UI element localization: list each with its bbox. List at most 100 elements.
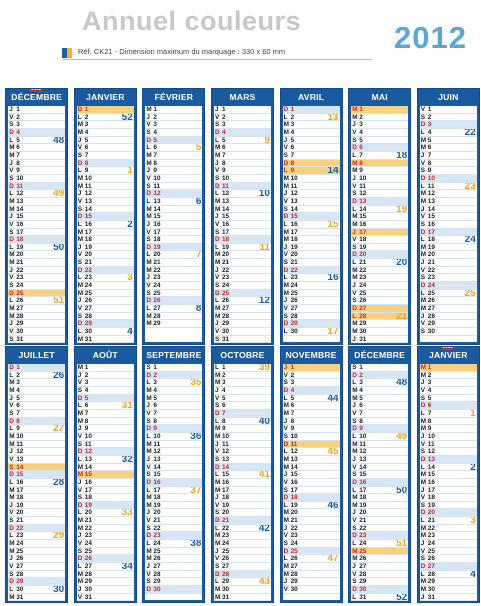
day-row: L 20 33: [76, 509, 134, 518]
day-row: V 11: [419, 441, 477, 449]
weekday-letter: D: [215, 463, 220, 471]
day-number: 15: [153, 213, 161, 221]
brand-logo-icon: [62, 48, 72, 58]
weekday-letter: L: [77, 402, 82, 410]
weekday-letter: M: [420, 144, 427, 152]
weekday-letter: M: [352, 494, 358, 502]
weekday-letter: S: [352, 364, 357, 371]
day-number: 20: [222, 251, 230, 259]
day-number: 1: [16, 364, 20, 371]
weekday-letter: D: [215, 409, 220, 417]
day-number: 31: [84, 593, 92, 601]
weekday-letter: M: [146, 501, 152, 509]
day-row: S 12: [351, 190, 409, 198]
weekday-letter: S: [146, 364, 151, 371]
day-row: S 29: [145, 578, 203, 587]
day-row: D 25: [282, 547, 340, 556]
weekday-letter: L: [146, 305, 151, 313]
day-number: 24: [16, 282, 24, 290]
day-row: M 21: [76, 517, 134, 525]
day-number: 14: [84, 205, 92, 213]
weekday-letter: D: [215, 236, 220, 244]
day-row: V 30: [214, 328, 271, 336]
week-number: 1: [127, 167, 133, 175]
day-number: 10: [359, 432, 367, 440]
day-row: D 10: [419, 174, 477, 183]
day-row: L 19 46: [282, 502, 340, 510]
weekday-letter: M: [215, 312, 221, 320]
day-number: 21: [290, 517, 298, 525]
weekday-letter: J: [283, 297, 288, 305]
day-row: M 14: [214, 206, 271, 214]
day-number: 17: [290, 228, 298, 236]
weekday-letter: V: [352, 236, 357, 244]
day-row: V 21: [351, 517, 409, 525]
weekday-letter: L: [352, 312, 357, 320]
weekday-letter: S: [283, 151, 288, 159]
week-number: 8: [195, 305, 202, 313]
day-number: 30: [427, 586, 435, 594]
day-number: 31: [222, 593, 230, 601]
day-row: L 28 21: [351, 312, 409, 321]
day-row: S 22: [145, 525, 203, 533]
week-number: 43: [258, 578, 270, 587]
day-row: M 16: [419, 479, 477, 487]
weekday-letter: M: [215, 425, 221, 433]
day-row: V 14: [351, 464, 409, 472]
day-number: 30: [16, 586, 24, 594]
day-number: 13: [359, 197, 367, 205]
day-row: M 15: [351, 213, 409, 221]
weekday-letter: M: [146, 205, 152, 213]
day-row: V 19: [214, 502, 271, 510]
day-number: 25: [427, 289, 435, 297]
day-row: S 10: [282, 433, 340, 441]
weekday-letter: D: [77, 448, 83, 456]
day-row: S 24: [8, 282, 66, 290]
day-row: L 19 11: [214, 244, 271, 252]
week-number: 2: [127, 220, 133, 229]
day-row: M 17: [282, 228, 340, 237]
day-row: M 24: [8, 540, 66, 548]
week-number: 37: [190, 486, 202, 495]
day-number: 7: [16, 151, 20, 159]
weekday-letter: V: [420, 494, 426, 502]
weekday-letter: J: [420, 593, 425, 601]
day-row: M 23: [351, 274, 409, 283]
week-number: 14: [327, 167, 339, 175]
day-row: M 21: [282, 517, 340, 525]
week-number: 33: [121, 509, 133, 518]
day-row: L 26 51: [8, 297, 66, 306]
weekday-letter: S: [9, 174, 14, 182]
day-row: L 17 50: [351, 487, 409, 495]
day-number: 5: [222, 394, 226, 402]
weekday-letter: M: [352, 448, 358, 456]
weekday-letter: J: [9, 501, 13, 509]
day-number: 19: [222, 243, 230, 251]
day-row: J 11: [214, 441, 271, 449]
day-row: D 18: [282, 494, 340, 502]
weekday-letter: S: [77, 547, 83, 555]
day-row: J 12: [8, 448, 66, 456]
day-number: 21: [16, 517, 24, 525]
day-number: 7: [153, 151, 157, 159]
day-number: 28: [427, 570, 435, 578]
day-number: 1: [84, 364, 89, 371]
day-number: 9: [427, 425, 432, 433]
weekday-letter: D: [215, 570, 220, 578]
month-name: JUIN: [438, 92, 459, 102]
day-row: J 19: [8, 501, 66, 510]
week-number: 15: [327, 220, 339, 229]
day-row: J 25: [214, 548, 271, 556]
weekday-letter: J: [9, 266, 13, 274]
day-row: J 14: [419, 206, 477, 214]
day-number: 16: [290, 478, 298, 486]
day-row: L 9 14: [282, 167, 340, 175]
day-number: 1: [359, 106, 363, 113]
